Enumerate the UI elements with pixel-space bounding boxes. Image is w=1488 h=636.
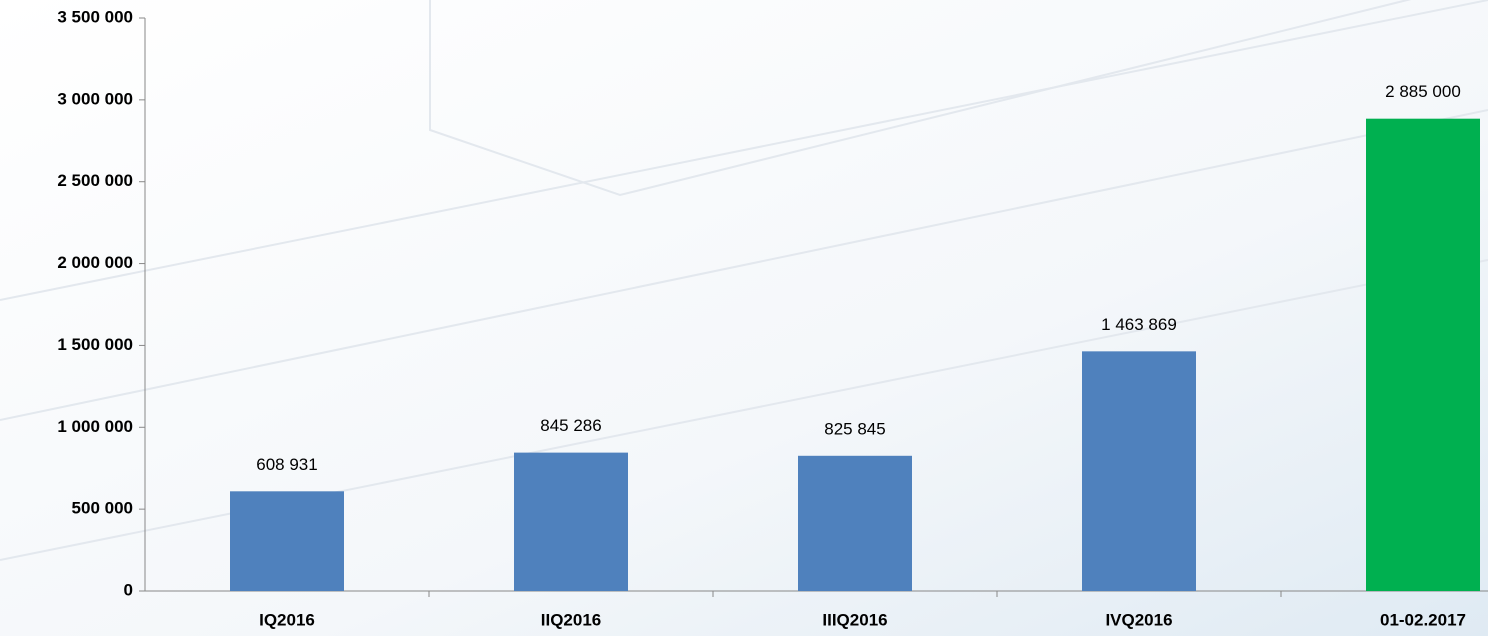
bar: [1082, 351, 1196, 591]
x-tick-label: IIQ2016: [541, 610, 602, 629]
x-tick-label: IQ2016: [259, 610, 315, 629]
y-tick-label: 0: [124, 580, 133, 599]
y-tick-label: 3 000 000: [57, 89, 133, 108]
y-tick-label: 3 500 000: [57, 7, 133, 26]
page: 0 500 000 1 000 000 1 500 000 2 000 000 2 500…: [0, 0, 1488, 636]
background: [0, 0, 1488, 636]
x-tick-label: 01-02.2017: [1380, 610, 1466, 629]
y-tick-label: 500 000: [72, 499, 133, 518]
bar: [798, 456, 912, 591]
value-label: 2 885 000: [1385, 82, 1461, 101]
bar: [1366, 119, 1480, 591]
value-label: 825 845: [824, 419, 885, 438]
value-label: 1 463 869: [1101, 315, 1177, 334]
y-tick-label: 1 000 000: [57, 417, 133, 436]
y-tick-label: 2 000 000: [57, 253, 133, 272]
y-tick-label: 2 500 000: [57, 171, 133, 190]
x-tick-label: IIIQ2016: [822, 610, 887, 629]
x-tick-label: IVQ2016: [1105, 610, 1172, 629]
value-label: 845 286: [540, 416, 601, 435]
chart: 0 500 000 1 000 000 1 500 000 2 000 000 2 500…: [0, 0, 1488, 636]
bar: [514, 453, 628, 591]
value-label: 608 931: [256, 455, 317, 474]
y-tick-label: 1 500 000: [57, 335, 133, 354]
bar: [230, 491, 344, 591]
